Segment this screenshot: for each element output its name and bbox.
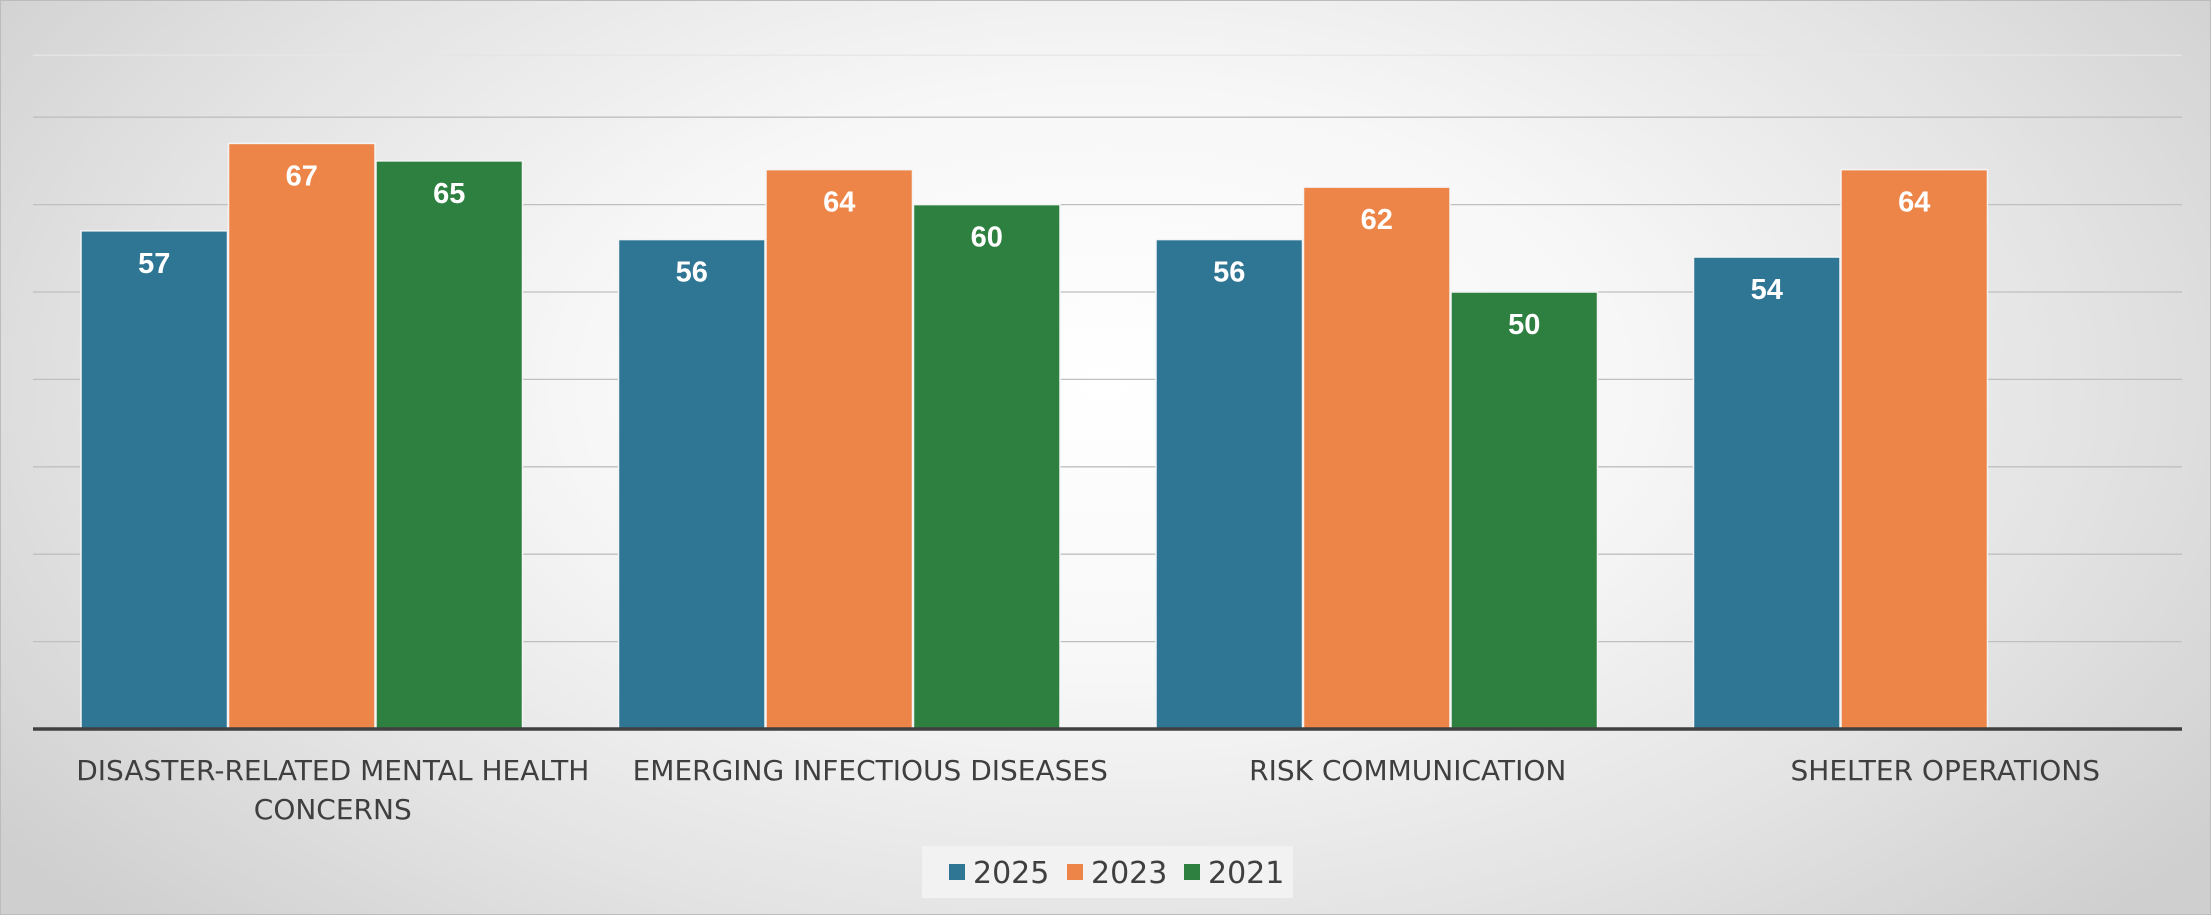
legend-entry-2023: 2023 (1067, 856, 1167, 891)
bar-2025-cat-2 (1155, 238, 1304, 730)
legend-swatch (1184, 864, 1200, 880)
legend-swatch (949, 864, 965, 880)
legend-label: 2023 (1091, 856, 1167, 891)
data-label: 62 (1361, 204, 1393, 236)
category-label: CONCERNS (254, 793, 412, 826)
bar-2025-cat-1 (617, 238, 766, 730)
data-label: 64 (823, 187, 855, 219)
bar-2023-cat-0 (227, 142, 376, 730)
category-label: DISASTER-RELATED MENTAL HEALTH (76, 754, 589, 787)
data-label: 50 (1508, 309, 1540, 341)
bar-2023-cat-3 (1840, 168, 1989, 730)
category-label: RISK COMMUNICATION (1249, 754, 1566, 787)
data-labels: 57 67 65 56 64 60 56 62 50 54 64 (138, 160, 1930, 341)
legend-label: 2021 (1208, 856, 1284, 891)
bar-2021-cat-1 (912, 203, 1061, 730)
bar-2023-cat-1 (765, 168, 914, 730)
category-label: EMERGING INFECTIOUS DISEASES (633, 754, 1108, 787)
category-labels: DISASTER-RELATED MENTAL HEALTH CONCERNS EM… (76, 754, 2100, 826)
legend-entry-2021: 2021 (1184, 856, 1284, 891)
data-label: 56 (1213, 257, 1245, 289)
data-label: 54 (1751, 274, 1783, 306)
bar-2023-cat-2 (1302, 186, 1451, 730)
data-label: 60 (971, 222, 1003, 254)
category-label: SHELTER OPERATIONS (1791, 754, 2100, 787)
legend: 2025 2023 2021 (922, 846, 1293, 898)
bar-2021-cat-2 (1450, 291, 1599, 730)
bars (80, 142, 1989, 730)
data-label: 64 (1898, 187, 1930, 219)
data-label: 57 (138, 248, 170, 280)
bar-2021-cat-0 (375, 160, 524, 730)
legend-swatch (1067, 864, 1083, 880)
data-label: 67 (286, 160, 318, 192)
bar-2025-cat-0 (80, 230, 229, 730)
data-label: 56 (676, 257, 708, 289)
bar-2025-cat-3 (1692, 256, 1841, 730)
legend-label: 2025 (973, 856, 1049, 891)
legend-box (922, 846, 1293, 898)
data-label: 65 (433, 178, 465, 210)
legend-entry-2025: 2025 (949, 856, 1049, 891)
